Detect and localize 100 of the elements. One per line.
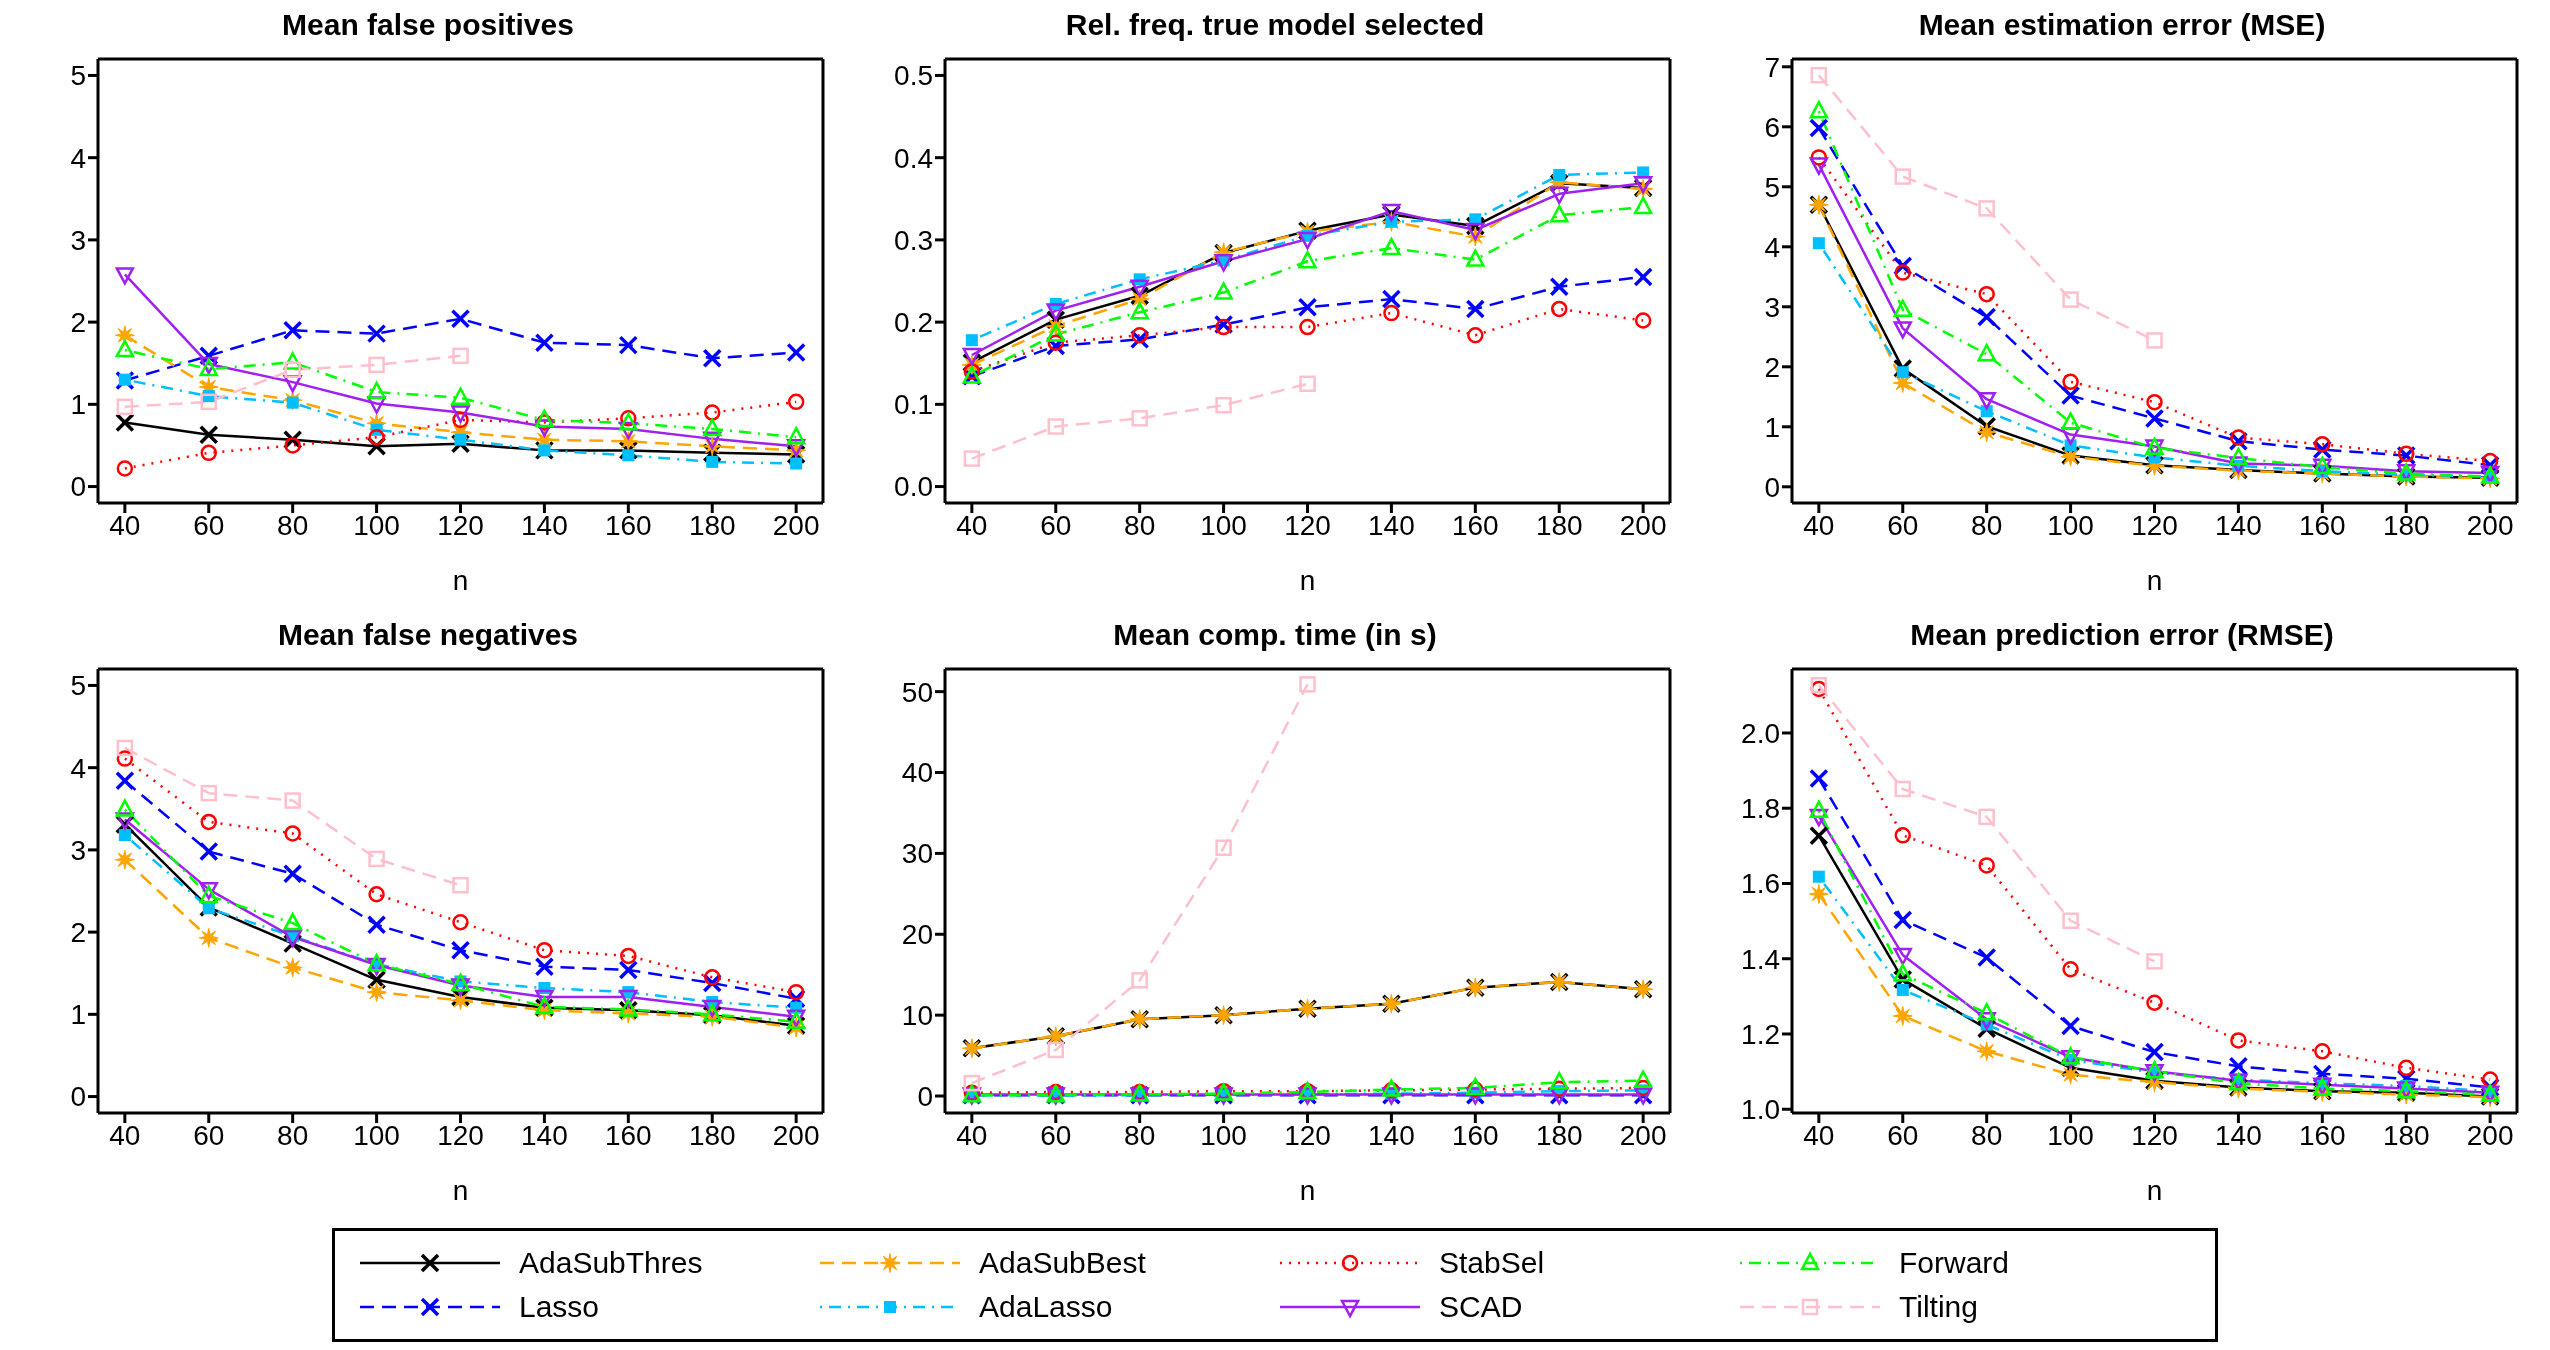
x-tick-label: 160 bbox=[2298, 509, 2346, 541]
y-tick-label: 1 bbox=[1764, 411, 1780, 443]
x-tick-label: 180 bbox=[1535, 509, 1583, 541]
y-tick-label: 0 bbox=[70, 471, 86, 503]
x-tick-label: 100 bbox=[1200, 509, 1247, 541]
legend-label: AdaSubThres bbox=[519, 1246, 703, 1280]
legend-label: AdaLasso bbox=[979, 1290, 1113, 1324]
x-tick-label: 80 bbox=[1971, 509, 2003, 541]
x-tick-label: 40 bbox=[109, 509, 141, 541]
x-tick-label: 200 bbox=[772, 1119, 820, 1151]
x-axis-title: n bbox=[452, 1175, 469, 1206]
x-tick-label: 140 bbox=[521, 509, 568, 541]
y-tick-label: 1.2 bbox=[1741, 1018, 1780, 1050]
y-tick-label: 5 bbox=[1764, 171, 1780, 203]
x-tick-label: 120 bbox=[1284, 509, 1331, 541]
y-tick-label: 3 bbox=[70, 224, 86, 256]
x-axis-title: n bbox=[2146, 1175, 2163, 1206]
chart-title: Mean false negatives bbox=[276, 618, 580, 653]
x-tick-label: 140 bbox=[1368, 1119, 1415, 1151]
x-tick-label: 160 bbox=[2298, 1119, 2346, 1151]
y-tick-label: 5 bbox=[70, 670, 86, 702]
x-tick-label: 100 bbox=[353, 1119, 400, 1151]
x-tick-label: 120 bbox=[437, 1119, 484, 1151]
legend-label: Lasso bbox=[519, 1290, 600, 1324]
x-tick-label: 80 bbox=[277, 1119, 309, 1151]
x-tick-label: 200 bbox=[772, 509, 820, 541]
x-tick-label: 180 bbox=[2382, 1119, 2430, 1151]
y-tick-label: 2 bbox=[1764, 351, 1780, 383]
x-tick-label: 120 bbox=[2131, 509, 2178, 541]
x-tick-label: 120 bbox=[437, 509, 484, 541]
chart-title: Mean false positives bbox=[281, 8, 575, 43]
y-tick-label: 50 bbox=[901, 676, 933, 708]
chart-title: Mean prediction error (RMSE) bbox=[1909, 618, 2335, 653]
x-tick-label: 180 bbox=[2382, 509, 2430, 541]
legend-label: SCAD bbox=[1439, 1290, 1523, 1324]
x-tick-label: 40 bbox=[1803, 1119, 1835, 1151]
y-tick-label: 1.8 bbox=[1741, 793, 1780, 825]
x-tick-label: 200 bbox=[1619, 1119, 1667, 1151]
y-tick-label: 2.0 bbox=[1741, 717, 1780, 749]
x-tick-label: 80 bbox=[1124, 1119, 1156, 1151]
y-tick-label: 10 bbox=[901, 1000, 933, 1032]
y-tick-label: 3 bbox=[70, 834, 86, 866]
chart-title: Mean estimation error (MSE) bbox=[1917, 8, 2327, 43]
y-tick-label: 0 bbox=[1764, 471, 1780, 503]
x-tick-label: 100 bbox=[2047, 1119, 2094, 1151]
x-tick-label: 60 bbox=[1887, 509, 1919, 541]
y-tick-label: 5 bbox=[70, 60, 86, 92]
x-tick-label: 40 bbox=[109, 1119, 141, 1151]
legend-label: Forward bbox=[1899, 1246, 2010, 1280]
x-tick-label: 60 bbox=[1040, 1119, 1072, 1151]
x-tick-label: 180 bbox=[688, 1119, 736, 1151]
y-tick-label: 3 bbox=[1764, 291, 1780, 323]
y-tick-label: 4 bbox=[70, 752, 86, 784]
x-tick-label: 160 bbox=[604, 509, 652, 541]
x-tick-label: 140 bbox=[1368, 509, 1415, 541]
y-tick-label: 0.2 bbox=[894, 307, 933, 339]
y-tick-label: 0 bbox=[917, 1080, 933, 1112]
y-tick-label: 7 bbox=[1764, 51, 1780, 83]
y-tick-label: 1.6 bbox=[1741, 868, 1780, 900]
legend-label: Tilting bbox=[1899, 1290, 1978, 1324]
y-tick-label: 4 bbox=[70, 142, 86, 174]
x-tick-label: 100 bbox=[2047, 509, 2094, 541]
chart-title: Mean comp. time (in s) bbox=[1112, 618, 1438, 653]
y-tick-label: 2 bbox=[70, 917, 86, 949]
x-tick-label: 200 bbox=[2466, 1119, 2514, 1151]
y-tick-label: 0.1 bbox=[894, 389, 933, 421]
y-tick-label: 0.4 bbox=[894, 142, 933, 174]
x-axis-title: n bbox=[452, 565, 469, 596]
y-tick-label: 1 bbox=[70, 999, 86, 1031]
x-axis-title: n bbox=[1299, 565, 1316, 596]
x-tick-label: 80 bbox=[1971, 1119, 2003, 1151]
x-tick-label: 160 bbox=[1451, 509, 1499, 541]
x-tick-label: 160 bbox=[604, 1119, 652, 1151]
x-tick-label: 180 bbox=[1535, 1119, 1583, 1151]
x-tick-label: 60 bbox=[193, 1119, 225, 1151]
y-tick-label: 20 bbox=[901, 919, 933, 951]
x-axis-title: n bbox=[1299, 1175, 1316, 1206]
legend-label: AdaSubBest bbox=[979, 1246, 1146, 1280]
x-tick-label: 60 bbox=[1040, 509, 1072, 541]
y-tick-label: 0.5 bbox=[894, 60, 933, 92]
x-tick-label: 120 bbox=[2131, 1119, 2178, 1151]
y-tick-label: 6 bbox=[1764, 111, 1780, 143]
x-axis-title: n bbox=[2146, 565, 2163, 596]
x-tick-label: 200 bbox=[2466, 509, 2514, 541]
y-tick-label: 1 bbox=[70, 389, 86, 421]
y-tick-label: 1.4 bbox=[1741, 943, 1780, 975]
y-tick-label: 2 bbox=[70, 307, 86, 339]
x-tick-label: 40 bbox=[1803, 509, 1835, 541]
x-tick-label: 100 bbox=[1200, 1119, 1247, 1151]
y-tick-label: 1.0 bbox=[1741, 1094, 1780, 1126]
x-tick-label: 60 bbox=[1887, 1119, 1919, 1151]
x-tick-label: 140 bbox=[521, 1119, 568, 1151]
x-tick-label: 60 bbox=[193, 509, 225, 541]
x-tick-label: 40 bbox=[956, 1119, 988, 1151]
y-tick-label: 40 bbox=[901, 757, 933, 789]
x-tick-label: 200 bbox=[1619, 509, 1667, 541]
x-tick-label: 140 bbox=[2215, 1119, 2262, 1151]
y-tick-label: 0.0 bbox=[894, 471, 933, 503]
y-tick-label: 0 bbox=[70, 1081, 86, 1113]
x-tick-label: 160 bbox=[1451, 1119, 1499, 1151]
